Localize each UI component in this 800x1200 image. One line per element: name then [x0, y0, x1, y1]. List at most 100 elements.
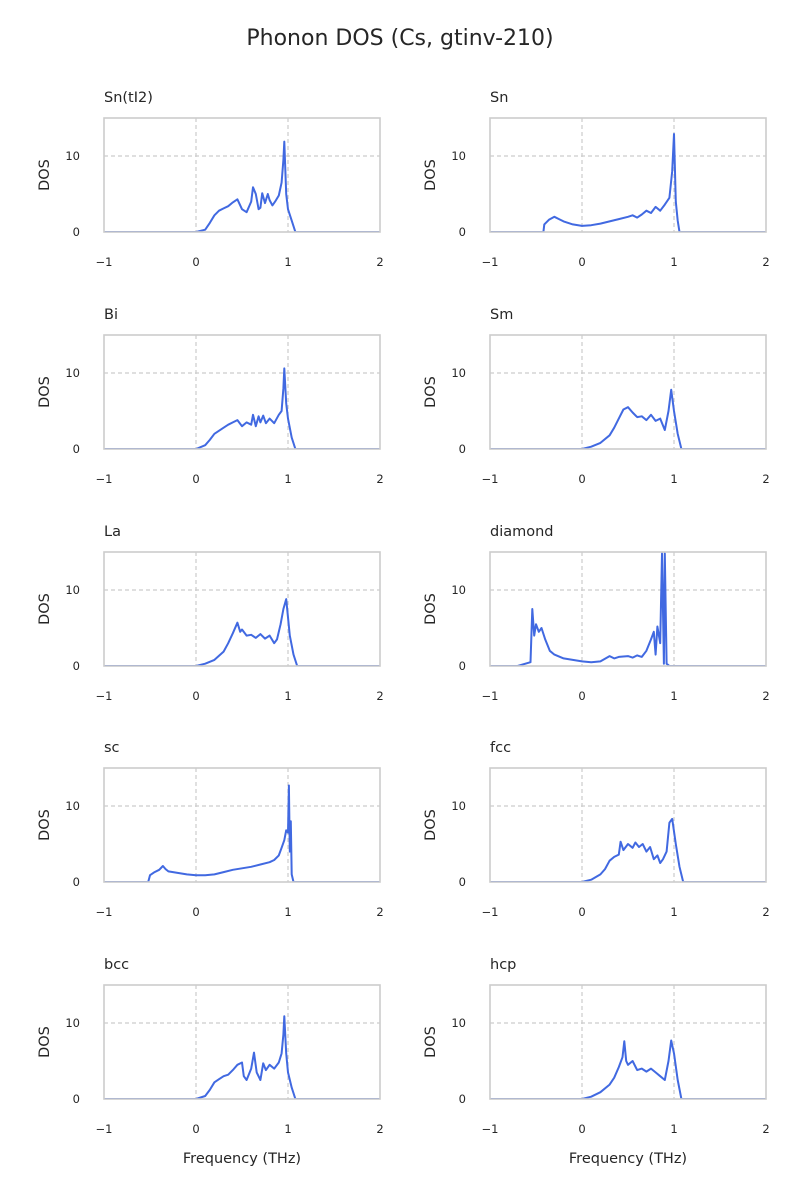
panel-1-title: Sn — [490, 90, 508, 106]
panel-0-xtick-label: 0 — [192, 255, 199, 269]
panel-3-xtick-label: 0 — [578, 472, 585, 486]
panel-3-xtick-label: −1 — [482, 472, 499, 486]
panel-0-ytick-label: 10 — [65, 149, 80, 163]
panel-1-xtick-label: 1 — [670, 255, 677, 269]
panel-4-xtick-label: −1 — [96, 689, 113, 703]
panel-3-ytick-label: 0 — [459, 442, 466, 456]
panel-6-xtick-label: −1 — [96, 905, 113, 919]
panel-2-ytick-label: 10 — [65, 366, 80, 380]
panel-6-xtick-label: 0 — [192, 905, 199, 919]
panel-8-ylabel: DOS — [37, 1026, 53, 1058]
panel-1-ylabel: DOS — [423, 159, 439, 191]
panel-6-ytick-label: 0 — [73, 875, 80, 889]
panel-5-xtick-label: 2 — [762, 689, 769, 703]
panel-0-ytick-label: 0 — [73, 225, 80, 239]
panel-5-title: diamond — [490, 524, 554, 540]
figure-title: Phonon DOS (Cs, gtinv-210) — [246, 26, 553, 51]
panel-5-ylabel: DOS — [423, 593, 439, 625]
panel-3-ytick-label: 10 — [451, 366, 466, 380]
panel-4-ytick-label: 10 — [65, 583, 80, 597]
panel-8-xtick-label: 2 — [376, 1122, 383, 1136]
panel-4-dos-line-0 — [104, 598, 380, 666]
panel-6-xtick-label: 2 — [376, 905, 383, 919]
panel-9-title: hcp — [490, 957, 516, 973]
panel-8-frame — [103, 984, 381, 1100]
panel-2-ylabel: DOS — [37, 376, 53, 408]
panel-1-xtick-label: −1 — [482, 255, 499, 269]
panel-0-title: Sn(tI2) — [104, 90, 153, 106]
panel-7-xtick-label: 0 — [578, 905, 585, 919]
panel-7-xtick-label: 1 — [670, 905, 677, 919]
panel-0-xtick-label: 1 — [284, 255, 291, 269]
panel-7: fcc −1 0 1 2 0 10 DOS — [423, 740, 770, 919]
panel-5-xtick-label: 1 — [670, 689, 677, 703]
panel-8-xtick-label: 0 — [192, 1122, 199, 1136]
panel-5-dos-line-0 — [490, 552, 766, 666]
panel-5-frame — [489, 551, 767, 667]
panel-1-ytick-label: 0 — [459, 225, 466, 239]
panel-6-ylabel: DOS — [37, 809, 53, 841]
panel-1-xtick-label: 2 — [762, 255, 769, 269]
panel-5-ytick-label: 10 — [451, 583, 466, 597]
panel-8-xlabel: Frequency (THz) — [183, 1151, 301, 1167]
panel-9-ytick-label: 10 — [451, 1016, 466, 1030]
panel-6-title: sc — [104, 740, 120, 756]
panel-1-xtick-label: 0 — [578, 255, 585, 269]
panel-2-xtick-label: 2 — [376, 472, 383, 486]
panel-6-dos-line-0 — [104, 784, 380, 882]
panel-5: diamond −1 0 1 2 0 10 DOS — [423, 524, 770, 703]
panel-6-frame — [103, 767, 381, 883]
panel-7-frame — [489, 767, 767, 883]
panel-7-xtick-label: 2 — [762, 905, 769, 919]
panel-7-title: fcc — [490, 740, 511, 756]
panel-2-xtick-label: 0 — [192, 472, 199, 486]
panel-4: La −1 0 1 2 0 10 DOS — [37, 524, 384, 703]
panel-9-frame — [489, 984, 767, 1100]
panel-5-xtick-label: 0 — [578, 689, 585, 703]
panel-0-xtick-label: −1 — [96, 255, 113, 269]
panel-6: sc −1 0 1 2 0 10 DOS — [37, 740, 384, 919]
panel-8-xtick-label: −1 — [96, 1122, 113, 1136]
panel-8-ytick-label: 10 — [65, 1016, 80, 1030]
panel-9-ytick-label: 0 — [459, 1092, 466, 1106]
panel-9: hcp −1 0 1 2 0 10 DOS Frequency (THz) — [423, 957, 770, 1167]
panel-3-frame — [489, 334, 767, 450]
panel-9-xtick-label: 2 — [762, 1122, 769, 1136]
panel-0-frame — [103, 117, 381, 233]
panel-2-ytick-label: 0 — [73, 442, 80, 456]
panel-3: Sm −1 0 1 2 0 10 DOS — [423, 307, 770, 486]
panel-4-title: La — [104, 524, 121, 540]
panel-4-ylabel: DOS — [37, 593, 53, 625]
panel-1-frame — [489, 117, 767, 233]
panel-0-xtick-label: 2 — [376, 255, 383, 269]
panel-4-xtick-label: 1 — [284, 689, 291, 703]
panel-7-ytick-label: 0 — [459, 875, 466, 889]
panel-1: Sn −1 0 1 2 0 10 DOS — [423, 90, 770, 269]
panel-5-ytick-label: 0 — [459, 659, 466, 673]
panel-7-ytick-label: 10 — [451, 799, 466, 813]
panel-9-xtick-label: 1 — [670, 1122, 677, 1136]
panel-8-dos-line-0 — [104, 1015, 380, 1099]
panel-6-xtick-label: 1 — [284, 905, 291, 919]
panel-3-xtick-label: 1 — [670, 472, 677, 486]
panel-4-xtick-label: 0 — [192, 689, 199, 703]
panel-8: bcc −1 0 1 2 0 10 DOS Frequency (THz) — [37, 957, 384, 1167]
panel-0-ylabel: DOS — [37, 159, 53, 191]
panel-8-ytick-label: 0 — [73, 1092, 80, 1106]
panel-9-dos-line-0 — [490, 1039, 766, 1099]
panel-2-title: Bi — [104, 307, 118, 323]
panel-0: Sn(tI2) −1 0 1 2 0 10 DOS — [37, 90, 384, 269]
panel-5-xtick-label: −1 — [482, 689, 499, 703]
panel-7-ylabel: DOS — [423, 809, 439, 841]
panel-8-xtick-label: 1 — [284, 1122, 291, 1136]
panel-0-dos-line-0 — [104, 140, 380, 232]
panel-2-xtick-label: −1 — [96, 472, 113, 486]
panel-9-xlabel: Frequency (THz) — [569, 1151, 687, 1167]
panel-2-dos-line-0 — [104, 367, 380, 449]
panel-1-dos-line-0 — [490, 133, 766, 232]
panel-3-dos-line-0 — [490, 388, 766, 449]
panel-3-xtick-label: 2 — [762, 472, 769, 486]
